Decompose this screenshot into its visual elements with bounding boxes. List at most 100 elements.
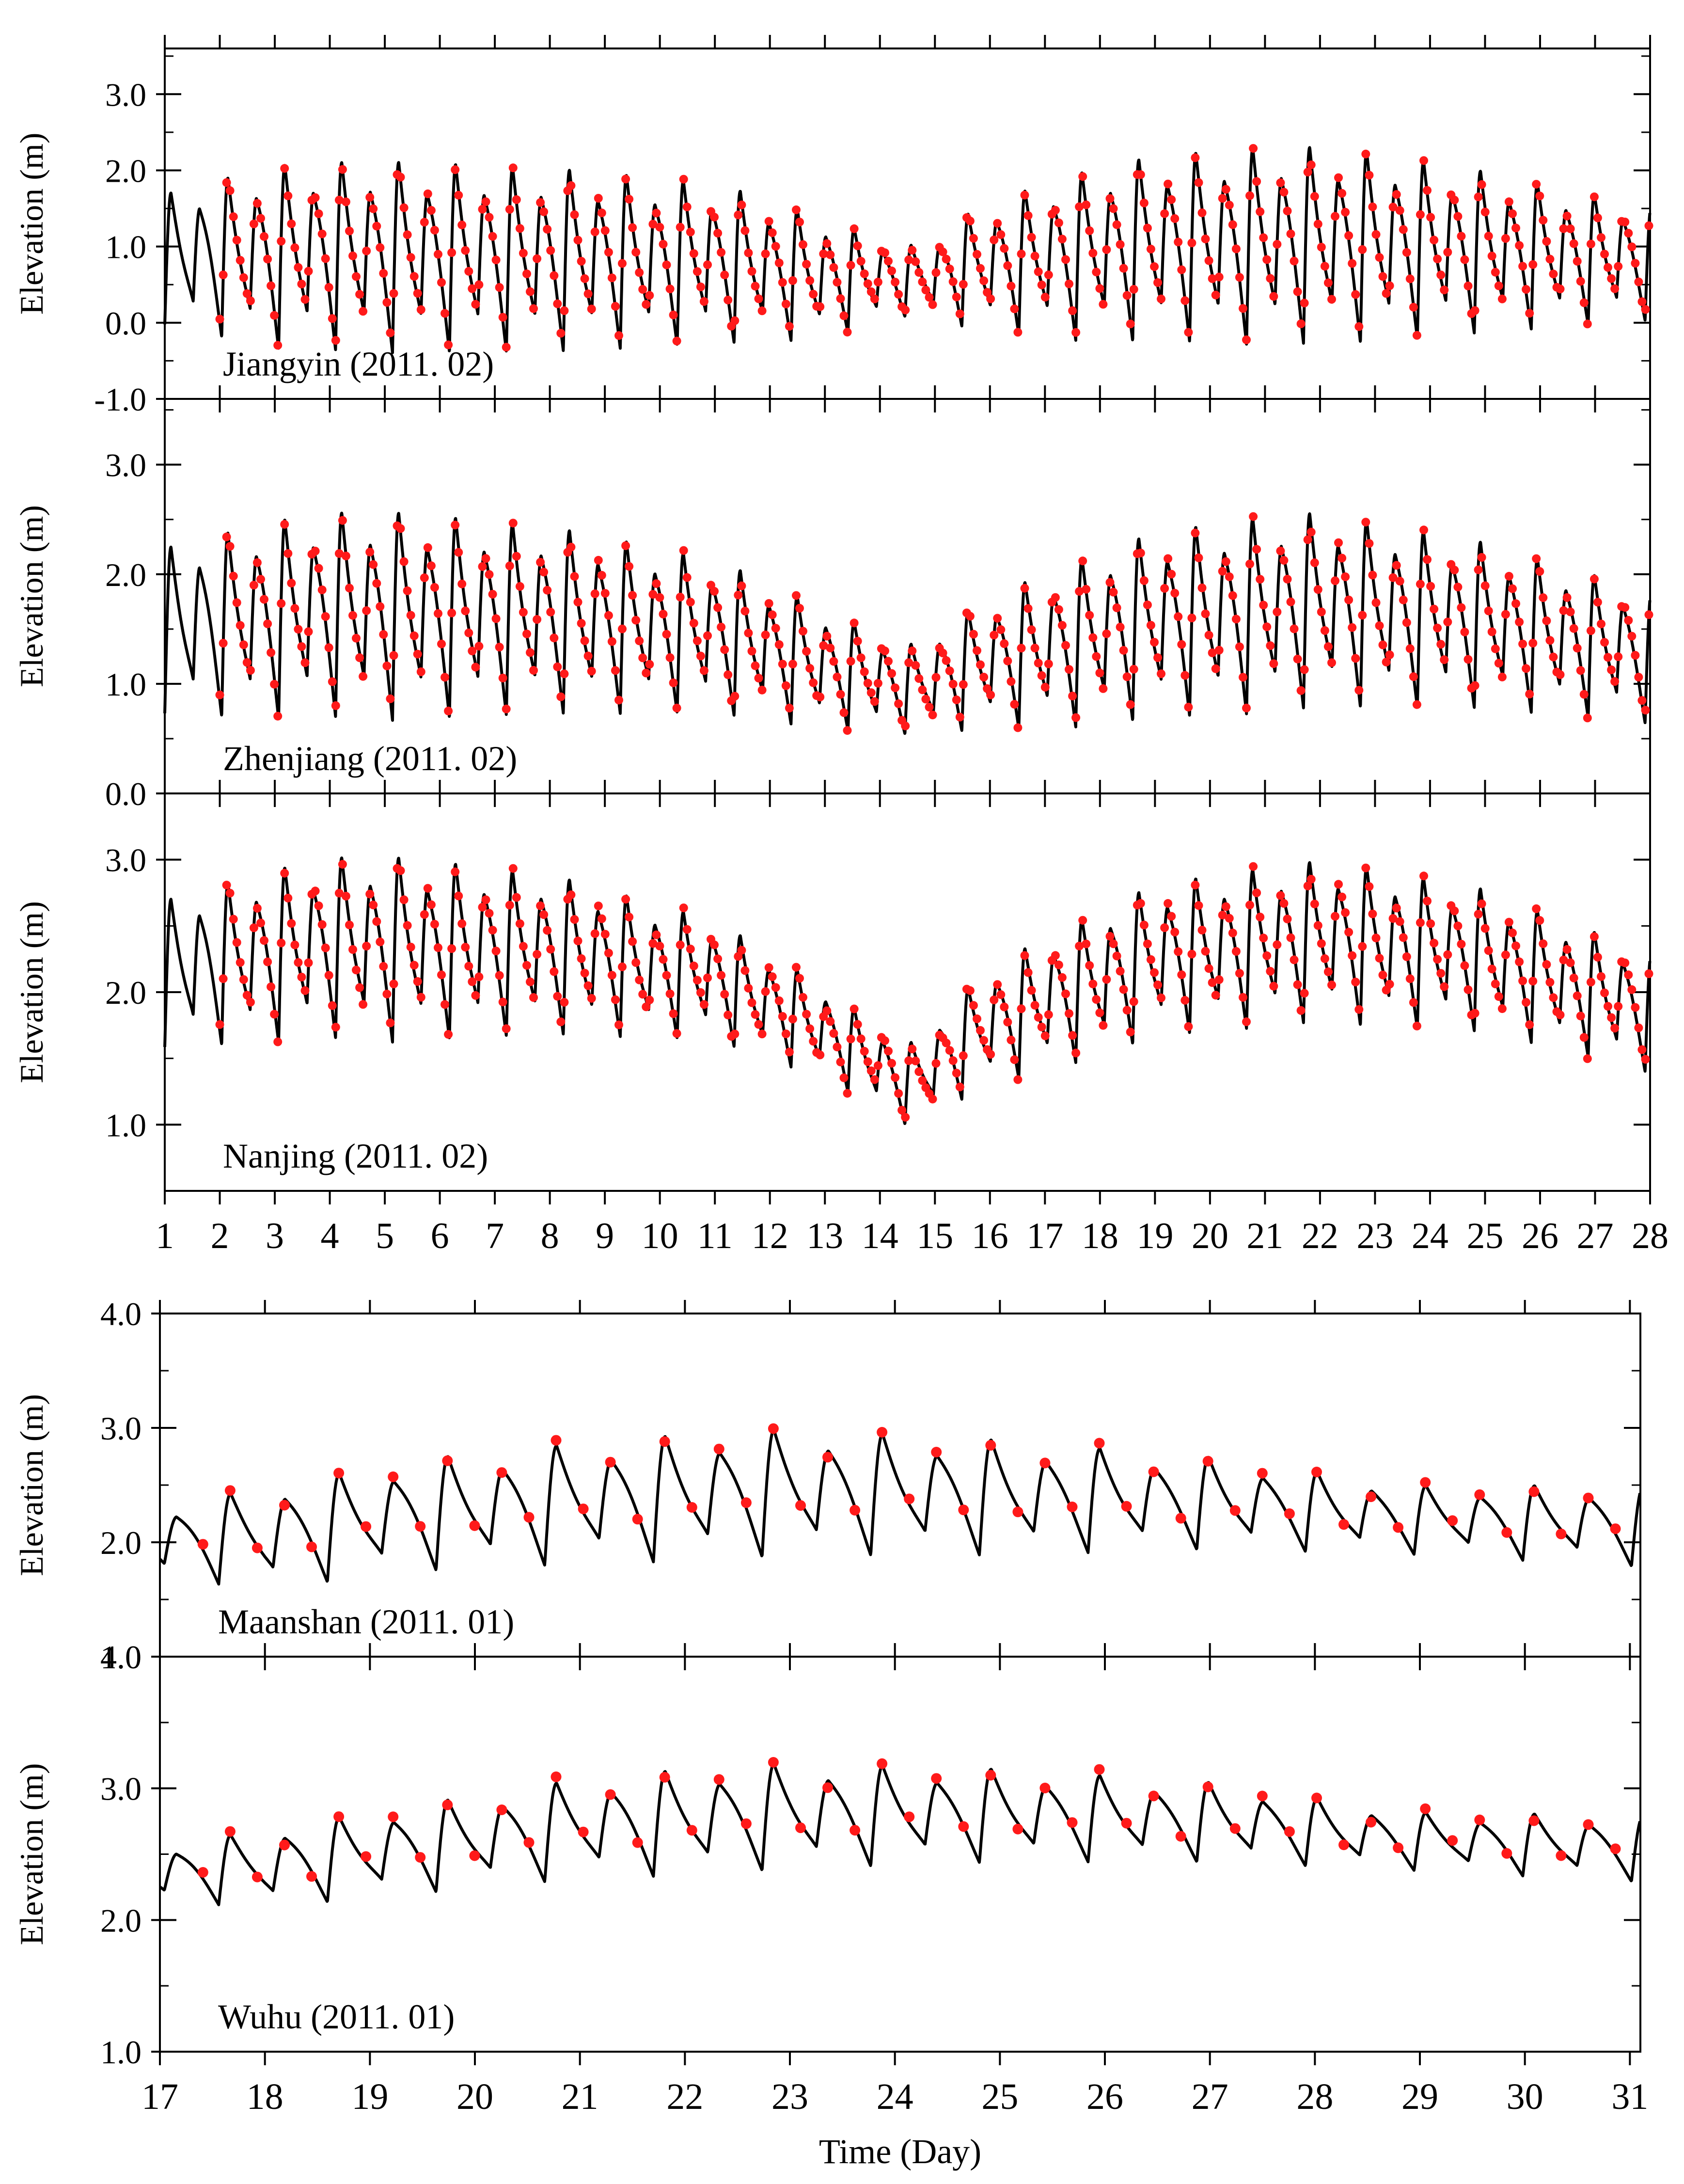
- observed-point: [1433, 623, 1442, 633]
- observed-point: [931, 1059, 941, 1068]
- observed-point: [866, 287, 876, 296]
- observed-point: [270, 1010, 279, 1019]
- observed-point: [1010, 304, 1019, 314]
- observed-point: [1082, 585, 1091, 594]
- observed-point: [311, 193, 320, 202]
- observed-point: [578, 1826, 589, 1837]
- observed-point: [802, 260, 811, 269]
- observed-point: [341, 891, 350, 901]
- observed-point: [829, 263, 838, 272]
- observed-point: [1569, 973, 1578, 982]
- observed-point: [1447, 1515, 1458, 1526]
- observed-point: [416, 993, 425, 1002]
- observed-point: [1153, 278, 1162, 287]
- observed-point: [1385, 650, 1394, 659]
- observed-point: [1231, 244, 1241, 253]
- observed-point: [1562, 945, 1572, 954]
- observed-point: [430, 225, 439, 235]
- observed-point: [884, 657, 893, 666]
- observed-point: [891, 278, 900, 286]
- observed-point: [774, 258, 784, 268]
- observed-point: [577, 257, 586, 266]
- observed-point: [1341, 207, 1350, 217]
- observed-point: [1515, 241, 1524, 250]
- observed-point: [662, 971, 671, 980]
- observed-point: [1000, 1002, 1009, 1012]
- observed-point: [856, 256, 866, 266]
- observed-point: [229, 212, 238, 222]
- observed-point: [699, 666, 708, 675]
- observed-point: [1385, 980, 1394, 989]
- observed-point: [1040, 682, 1050, 692]
- observed-point: [252, 903, 262, 913]
- observed-point: [795, 974, 804, 983]
- x-tick-label: 30: [1507, 2076, 1543, 2117]
- observed-point: [1126, 1028, 1135, 1037]
- observed-point: [583, 289, 593, 299]
- observed-point: [526, 977, 535, 986]
- x-tick-label: 26: [1086, 2076, 1123, 2117]
- observed-point: [1174, 947, 1183, 956]
- observed-point: [338, 165, 347, 174]
- observed-point: [631, 958, 641, 967]
- observed-point: [1126, 319, 1135, 329]
- observed-point: [669, 310, 678, 319]
- x-tick-label: 21: [562, 2076, 598, 2117]
- observed-point: [1423, 897, 1432, 905]
- observed-point: [1034, 1013, 1043, 1022]
- observed-point: [1518, 976, 1527, 985]
- observed-point: [952, 1069, 961, 1077]
- observed-point: [1327, 658, 1336, 667]
- observed-point: [341, 552, 350, 561]
- observed-point: [543, 926, 552, 935]
- observed-point: [1252, 888, 1261, 898]
- observed-point: [1525, 309, 1534, 318]
- observed-point: [550, 633, 559, 643]
- observed-point: [1191, 528, 1200, 538]
- observed-point: [567, 181, 576, 190]
- observed-point: [1259, 233, 1268, 242]
- panel-jiangyin: -1.0 0.0 1.0 2.0 3.0 Elevation (m) Jiangyin (2…: [13, 35, 1653, 418]
- observed-point: [341, 197, 350, 206]
- observed-point: [359, 672, 368, 681]
- x-tick-label: 5: [376, 1216, 394, 1256]
- observed-point: [1078, 172, 1087, 181]
- observed-point: [1556, 1850, 1567, 1861]
- observed-point: [413, 977, 422, 986]
- observed-point: [1436, 640, 1446, 649]
- y-tick-label: 2.0: [105, 152, 146, 189]
- observed-point: [415, 1852, 426, 1863]
- observed-point: [539, 568, 549, 577]
- observed-point: [744, 983, 753, 993]
- observed-point: [515, 224, 524, 233]
- observed-point: [1545, 254, 1555, 264]
- observed-point: [1257, 1790, 1268, 1802]
- x-tick-label: 4: [321, 1216, 339, 1256]
- x-tick-label: 13: [806, 1216, 843, 1256]
- observed-point: [904, 1811, 915, 1822]
- observed-point: [942, 1038, 951, 1047]
- observed-point: [679, 174, 688, 184]
- observed-point: [1051, 951, 1060, 960]
- observed-point: [1501, 234, 1510, 243]
- observed-point: [232, 598, 241, 607]
- observed-point: [1030, 644, 1039, 653]
- observed-point: [263, 957, 272, 966]
- observed-point: [311, 547, 320, 555]
- observed-point: [533, 254, 542, 263]
- observed-point: [1450, 195, 1459, 205]
- observed-point: [829, 1029, 838, 1038]
- observed-point: [388, 1471, 399, 1482]
- observed-point: [904, 1056, 913, 1065]
- observed-point: [768, 228, 777, 237]
- y-tick-label: 2.0: [100, 1524, 142, 1561]
- observed-point: [846, 657, 855, 666]
- observed-point: [583, 981, 593, 990]
- observed-point: [324, 283, 333, 292]
- observed-point: [434, 943, 442, 952]
- observed-point: [805, 276, 815, 285]
- observed-point: [638, 653, 647, 663]
- observed-point: [1067, 1817, 1078, 1828]
- observed-point: [454, 190, 463, 200]
- observed-point: [1109, 939, 1118, 949]
